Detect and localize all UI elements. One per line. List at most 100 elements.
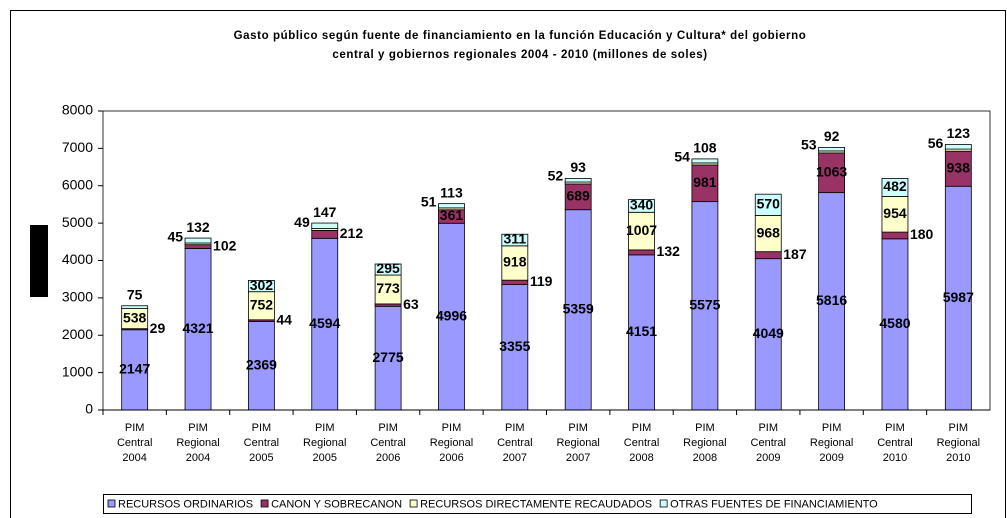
legend-swatch	[260, 499, 269, 508]
value-label: 295	[376, 260, 400, 276]
value-label: 2369	[246, 356, 277, 372]
bar-segment	[881, 178, 909, 197]
bar-segment	[501, 233, 529, 247]
value-label: 340	[630, 197, 654, 213]
legend	[103, 494, 972, 514]
bar-segment	[311, 222, 339, 229]
value-label: 119	[530, 273, 553, 289]
value-label: 538	[123, 309, 147, 325]
bar-segment	[944, 144, 972, 150]
value-label: 4321	[182, 320, 213, 336]
value-label: 2775	[373, 349, 404, 365]
bar-segment	[628, 199, 655, 213]
value-label: 311	[504, 231, 527, 247]
y-tick-label: 4000	[62, 251, 93, 267]
x-tick-label: 2010	[946, 452, 970, 464]
x-tick-label: 2008	[629, 452, 653, 464]
x-tick-label: PIM	[125, 422, 145, 434]
value-label: 570	[757, 196, 781, 212]
bar-segment	[881, 231, 909, 240]
bar-segment	[184, 244, 212, 249]
legend-label: CANON Y SOBRECANON	[271, 498, 402, 510]
x-tick-label: PIM	[949, 422, 969, 434]
value-label: 56	[928, 135, 944, 151]
x-tick-label: PIM	[695, 422, 715, 434]
bar-segment	[374, 274, 402, 305]
bar-segment	[438, 203, 465, 209]
y-tick-label: 5000	[62, 214, 93, 230]
value-label: 5816	[816, 292, 847, 308]
bar-segment	[881, 238, 909, 411]
value-label: 45	[167, 229, 183, 245]
value-label: 3355	[499, 338, 530, 354]
value-label: 302	[250, 277, 274, 293]
value-label: 4996	[436, 307, 467, 323]
value-label: 113	[440, 184, 463, 200]
value-label: 102	[213, 237, 237, 253]
x-tick-label: 2006	[376, 452, 400, 464]
legend-swatch	[409, 499, 418, 508]
bar-segment	[754, 251, 782, 260]
x-tick-label: Central	[117, 437, 152, 449]
value-label: 1007	[626, 222, 657, 238]
value-label: 968	[757, 224, 781, 240]
value-label: 773	[376, 280, 400, 296]
x-tick-label: PIM	[568, 422, 588, 434]
y-tick-label: 7000	[62, 139, 93, 155]
value-label: 4049	[753, 325, 784, 341]
value-label: 123	[947, 125, 971, 141]
value-label: 4151	[626, 323, 657, 339]
value-label: 5987	[943, 289, 974, 305]
value-label: 4594	[309, 315, 340, 331]
x-tick-label: Central	[497, 437, 532, 449]
bar-segment	[564, 209, 592, 411]
x-tick-label: 2007	[566, 452, 590, 464]
value-label: 75	[127, 286, 143, 302]
x-tick-label: Regional	[810, 437, 853, 449]
x-tick-label: Central	[370, 437, 405, 449]
x-tick-label: 2009	[819, 452, 843, 464]
x-tick-label: Central	[877, 437, 912, 449]
value-label: 1063	[816, 163, 847, 179]
value-label: 44	[276, 311, 292, 327]
value-label: 92	[824, 128, 840, 144]
value-label: 752	[250, 296, 274, 312]
legend-label: OTRAS FUENTES DE FINANCIAMIENTO	[670, 498, 878, 510]
x-tick-label: PIM	[252, 422, 272, 434]
chart-title: Gasto público según fuente de financiami…	[234, 30, 807, 42]
value-label: 938	[947, 159, 971, 175]
x-tick-label: Regional	[176, 437, 219, 449]
bar-segment	[311, 229, 339, 239]
value-label: 132	[186, 219, 210, 235]
value-label: 482	[883, 178, 907, 194]
bar-segment	[944, 185, 972, 411]
value-label: 954	[883, 205, 907, 221]
x-tick-label: 2004	[186, 452, 210, 464]
x-tick-label: PIM	[188, 422, 208, 434]
value-label: 52	[548, 168, 564, 184]
value-label: 147	[313, 204, 337, 220]
bar-segment	[881, 196, 909, 233]
value-label: 180	[910, 226, 934, 242]
bar-segment	[501, 279, 529, 286]
x-tick-label: 2004	[122, 452, 146, 464]
bar-segment	[247, 280, 275, 293]
x-tick-label: 2008	[693, 452, 717, 464]
value-label: 53	[801, 137, 817, 153]
value-label: 54	[674, 149, 690, 165]
bar-segment	[818, 152, 846, 194]
value-label: 63	[403, 296, 419, 312]
x-tick-label: PIM	[885, 422, 905, 434]
x-tick-label: PIM	[822, 422, 842, 434]
value-label: 5359	[563, 301, 594, 317]
x-tick-label: Regional	[683, 437, 726, 449]
x-tick-label: PIM	[632, 422, 652, 434]
bar-segment	[121, 305, 149, 309]
x-tick-label: 2007	[503, 452, 527, 464]
x-tick-label: Central	[751, 437, 786, 449]
value-label: 212	[340, 225, 364, 241]
chart-title: central y gobiernos regionales 2004 - 20…	[332, 49, 707, 61]
legend-swatch	[659, 499, 668, 508]
x-tick-label: PIM	[315, 422, 335, 434]
bar-segment	[628, 249, 655, 256]
